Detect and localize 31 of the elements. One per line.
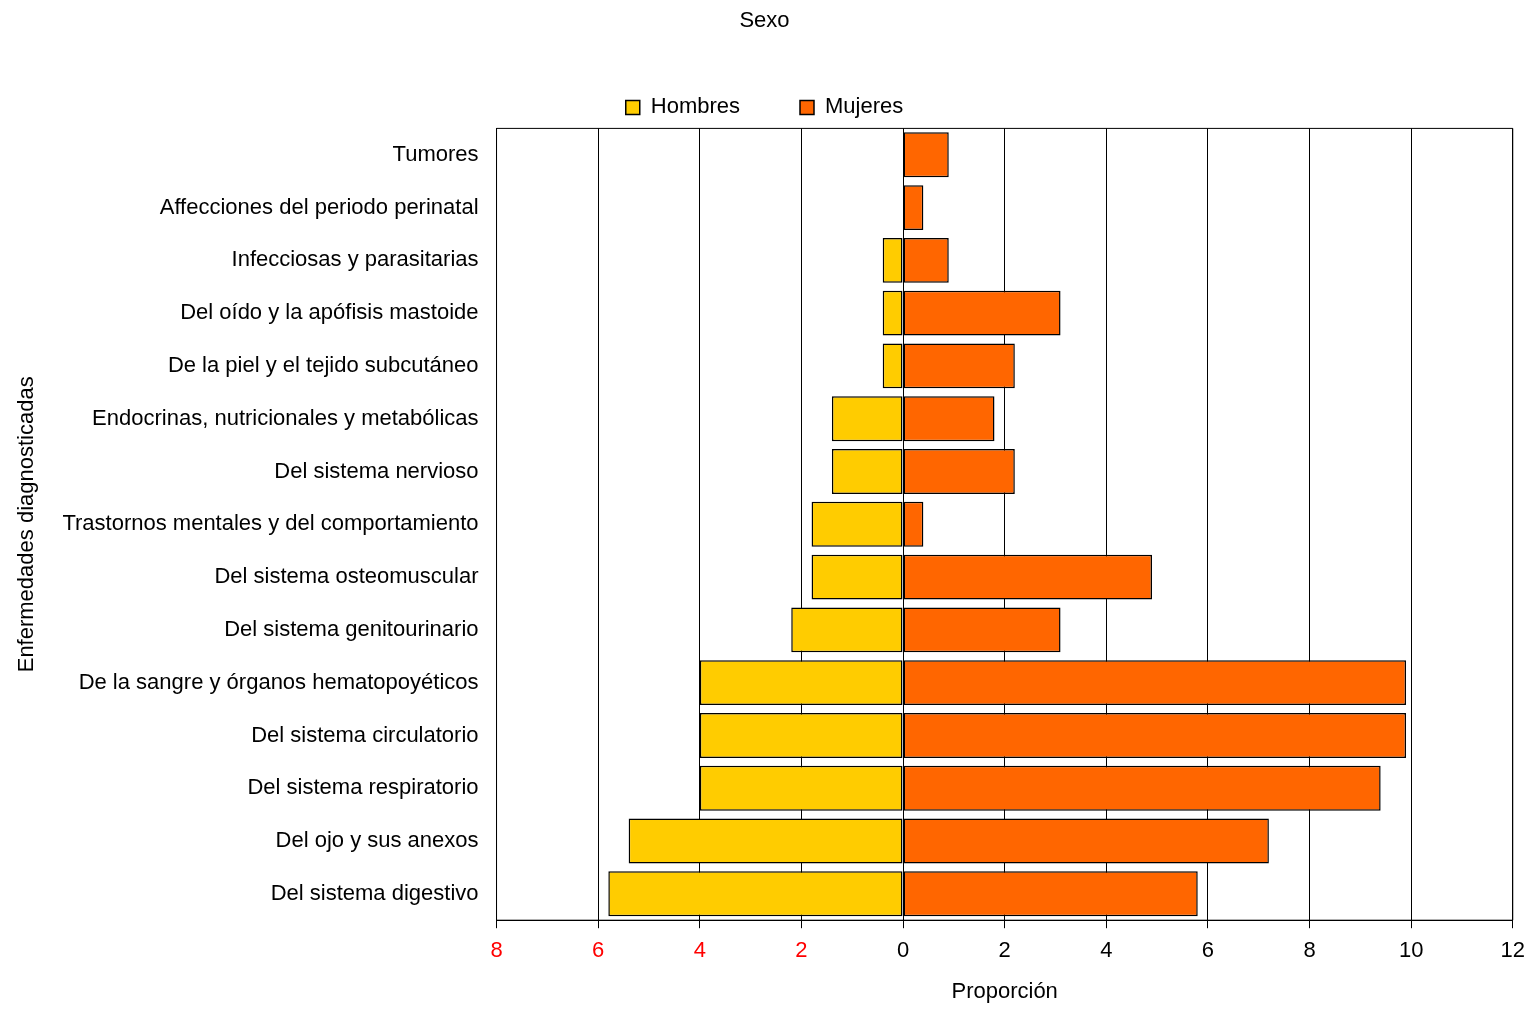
legend-label: Hombres xyxy=(650,93,740,119)
y-tick-label: Del sistema genitourinario xyxy=(224,615,479,641)
y-axis-title: Enfermedades diagnosticadas xyxy=(13,376,39,673)
y-tick-label: Del sistema circulatorio xyxy=(251,721,479,747)
y-tick-label: Del sistema osteomuscular xyxy=(214,563,479,589)
x-tick-label: 0 xyxy=(896,937,910,963)
x-tick-label: 6 xyxy=(592,937,605,963)
x-tick-label: 2 xyxy=(998,937,1011,963)
y-tick-label: Del sistema nervioso xyxy=(274,457,479,483)
y-tick-label: Tumores xyxy=(392,140,479,166)
y-tick-label: Del ojo y sus anexos xyxy=(275,827,479,853)
x-tick-label: 4 xyxy=(693,937,706,963)
y-tick-label: Affecciones del periodo perinatal xyxy=(159,193,479,219)
y-tick-label: De la piel y el tejido subcutáneo xyxy=(167,352,479,377)
x-tick-label: 2 xyxy=(795,937,808,963)
x-tick-label: 4 xyxy=(1100,937,1113,963)
y-tick-label: Del sistema respiratorio xyxy=(247,774,479,800)
legend-title: Sexo xyxy=(739,7,790,33)
y-tick-label: Infecciosas y parasitarias xyxy=(231,246,479,272)
legend-label: Mujeres xyxy=(825,93,904,119)
x-tick-label: 10 xyxy=(1398,937,1424,963)
x-tick-label: 8 xyxy=(1303,937,1316,963)
y-tick-label: Endocrinas, nutricionales y metabólicas xyxy=(92,404,479,430)
x-tick-label: 8 xyxy=(490,937,503,963)
y-tick-label: De la sangre y órganos hematopoyéticos xyxy=(78,668,479,694)
y-tick-label: Trastornos mentales y del comportamiento xyxy=(62,510,479,536)
y-tick-label: Del oído y la apófisis mastoide xyxy=(180,299,479,325)
x-tick-label: 6 xyxy=(1201,937,1215,963)
x-axis-title: Proporción xyxy=(951,977,1058,1003)
y-tick-label: Del sistema digestivo xyxy=(270,879,479,905)
x-tick-label: 12 xyxy=(1500,937,1526,963)
